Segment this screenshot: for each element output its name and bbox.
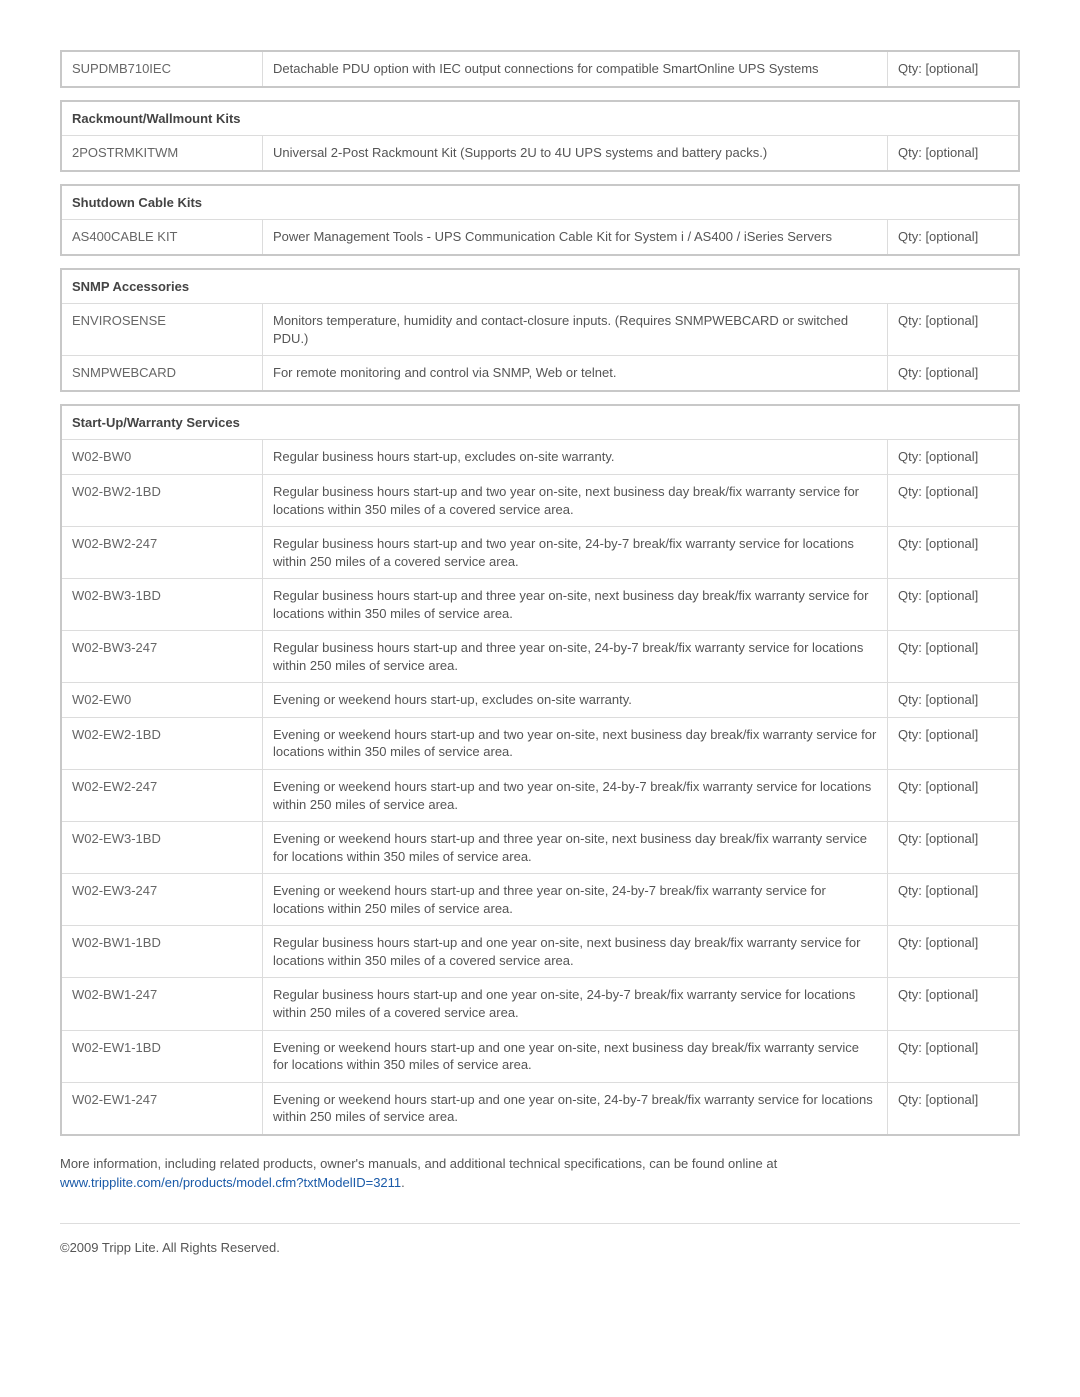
table-row: W02-EW0Evening or weekend hours start-up… [61,683,1019,718]
product-desc: Regular business hours start-up and thre… [263,579,888,631]
product-desc: Monitors temperature, humidity and conta… [263,304,888,356]
product-qty: Qty: [optional] [888,822,1020,874]
more-info-note: More information, including related prod… [60,1154,1020,1193]
product-desc: Regular business hours start-up and one … [263,926,888,978]
product-code: W02-EW0 [61,683,263,718]
product-desc: Regular business hours start-up and two … [263,527,888,579]
product-code: W02-BW1-1BD [61,926,263,978]
table-row: W02-BW2-1BDRegular business hours start-… [61,475,1019,527]
product-code: W02-EW2-1BD [61,717,263,769]
product-desc: Evening or weekend hours start-up and on… [263,1030,888,1082]
table-row: W02-EW1-1BDEvening or weekend hours star… [61,1030,1019,1082]
product-desc: Regular business hours start-up and one … [263,978,888,1030]
product-qty: Qty: [optional] [888,579,1020,631]
product-desc: Evening or weekend hours start-up and on… [263,1082,888,1135]
product-code: W02-BW1-247 [61,978,263,1030]
table-row: W02-BW3-247Regular business hours start-… [61,631,1019,683]
product-desc: Evening or weekend hours start-up and tw… [263,770,888,822]
table-row: W02-EW1-247Evening or weekend hours star… [61,1082,1019,1135]
product-qty: Qty: [optional] [888,1030,1020,1082]
product-qty: Qty: [optional] [888,631,1020,683]
product-qty: Qty: [optional] [888,440,1020,475]
product-qty: Qty: [optional] [888,220,1020,255]
table-row: W02-EW2-247Evening or weekend hours star… [61,770,1019,822]
product-code: W02-BW2-1BD [61,475,263,527]
table-row: W02-EW3-247Evening or weekend hours star… [61,874,1019,926]
section-header: Rackmount/Wallmount Kits [61,101,1019,136]
product-desc: Universal 2-Post Rackmount Kit (Supports… [263,136,888,171]
product-desc: Evening or weekend hours start-up, exclu… [263,683,888,718]
product-qty: Qty: [optional] [888,527,1020,579]
product-code: ENVIROSENSE [61,304,263,356]
product-desc: Regular business hours start-up and two … [263,475,888,527]
product-qty: Qty: [optional] [888,683,1020,718]
table-row: SNMPWEBCARDFor remote monitoring and con… [61,356,1019,391]
product-desc: Regular business hours start-up, exclude… [263,440,888,475]
section-table: SNMP AccessoriesENVIROSENSEMonitors temp… [60,268,1020,392]
table-row: W02-BW1-247Regular business hours start-… [61,978,1019,1030]
section-table: Rackmount/Wallmount Kits2POSTRMKITWMUniv… [60,100,1020,172]
table-row: AS400CABLE KITPower Management Tools - U… [61,220,1019,255]
product-desc: Evening or weekend hours start-up and th… [263,822,888,874]
section-table: Start-Up/Warranty ServicesW02-BW0Regular… [60,404,1020,1136]
product-code: W02-BW3-1BD [61,579,263,631]
section-header: Start-Up/Warranty Services [61,405,1019,440]
product-desc: Evening or weekend hours start-up and th… [263,874,888,926]
product-qty: Qty: [optional] [888,1082,1020,1135]
product-code: W02-BW2-247 [61,527,263,579]
product-desc: Regular business hours start-up and thre… [263,631,888,683]
product-qty: Qty: [optional] [888,356,1020,391]
table-row: 2POSTRMKITWMUniversal 2-Post Rackmount K… [61,136,1019,171]
table-row: W02-BW0Regular business hours start-up, … [61,440,1019,475]
product-qty: Qty: [optional] [888,770,1020,822]
product-qty: Qty: [optional] [888,874,1020,926]
section-table: Shutdown Cable KitsAS400CABLE KITPower M… [60,184,1020,256]
product-code: W02-EW3-1BD [61,822,263,874]
product-code: W02-EW1-247 [61,1082,263,1135]
table-row: W02-BW1-1BDRegular business hours start-… [61,926,1019,978]
standalone-table: SUPDMB710IEC Detachable PDU option with … [60,50,1020,88]
product-desc: Evening or weekend hours start-up and tw… [263,717,888,769]
product-code: SNMPWEBCARD [61,356,263,391]
table-row: W02-EW3-1BDEvening or weekend hours star… [61,822,1019,874]
product-desc: For remote monitoring and control via SN… [263,356,888,391]
table-row: W02-BW2-247Regular business hours start-… [61,527,1019,579]
product-link[interactable]: www.tripplite.com/en/products/model.cfm?… [60,1175,401,1190]
product-code: W02-EW3-247 [61,874,263,926]
product-qty: Qty: [optional] [888,304,1020,356]
copyright: ©2009 Tripp Lite. All Rights Reserved. [60,1240,1020,1255]
divider [60,1223,1020,1224]
product-code: AS400CABLE KIT [61,220,263,255]
product-qty: Qty: [optional] [888,136,1020,171]
note-prefix: More information, including related prod… [60,1156,777,1171]
product-code: W02-BW0 [61,440,263,475]
product-code: W02-EW1-1BD [61,1030,263,1082]
product-code: 2POSTRMKITWM [61,136,263,171]
note-suffix: . [401,1175,405,1190]
table-row: ENVIROSENSEMonitors temperature, humidit… [61,304,1019,356]
product-qty: Qty: [optional] [888,978,1020,1030]
product-code: SUPDMB710IEC [61,51,263,87]
product-code: W02-BW3-247 [61,631,263,683]
product-qty: Qty: [optional] [888,475,1020,527]
table-row: SUPDMB710IEC Detachable PDU option with … [61,51,1019,87]
product-qty: Qty: [optional] [888,717,1020,769]
table-row: W02-BW3-1BDRegular business hours start-… [61,579,1019,631]
section-header: Shutdown Cable Kits [61,185,1019,220]
product-qty: Qty: [optional] [888,926,1020,978]
product-desc: Detachable PDU option with IEC output co… [263,51,888,87]
product-qty: Qty: [optional] [888,51,1020,87]
product-code: W02-EW2-247 [61,770,263,822]
product-desc: Power Management Tools - UPS Communicati… [263,220,888,255]
table-row: W02-EW2-1BDEvening or weekend hours star… [61,717,1019,769]
section-header: SNMP Accessories [61,269,1019,304]
